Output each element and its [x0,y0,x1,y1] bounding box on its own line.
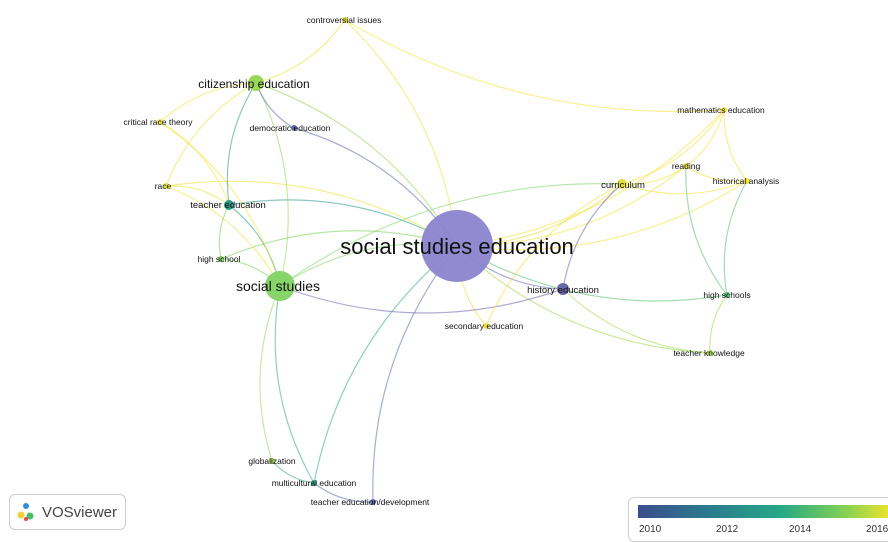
node-te[interactable] [224,200,234,210]
link-edge [255,19,346,84]
link-edge [685,165,748,183]
link-edge [218,204,230,260]
node-label-crt[interactable]: critical race theory [124,117,194,127]
link-edge [723,180,748,296]
link-edge [259,285,281,462]
link-edge [159,82,257,123]
nodes-layer [157,17,750,505]
link-edge [279,285,564,314]
node-ted[interactable] [370,499,376,505]
node-label-glob[interactable]: globalization [248,456,296,466]
link-edge [723,109,748,182]
node-label-mce[interactable]: multicultural education [272,478,357,488]
node-race[interactable] [163,183,169,189]
link-edge [165,82,257,187]
node-label-ted[interactable]: teacher education/development [311,497,430,507]
node-label-te[interactable]: teacher education [190,200,266,211]
node-glob[interactable] [269,458,275,464]
node-de[interactable] [291,125,297,131]
link-edge [313,245,458,484]
link-edge [165,180,458,247]
link-edge [456,245,728,302]
node-ss[interactable] [265,271,295,301]
link-edge [562,183,623,290]
node-label-tk[interactable]: teacher knowledge [673,348,745,358]
node-label-sec[interactable]: secondary education [445,321,524,331]
link-edge [709,294,728,354]
link-edge [165,185,230,206]
vosviewer-logo: VOSviewer [9,494,126,530]
link-edge [255,82,458,247]
node-label-me[interactable]: mathematics education [677,105,765,115]
node-label-sse[interactable]: social studies education [340,234,574,259]
node-ha[interactable] [744,178,750,184]
link-edge [562,288,711,354]
node-label-he[interactable]: history education [527,285,599,296]
link-edge [165,185,281,287]
node-label-hs[interactable]: high school [197,254,240,264]
link-edge [255,82,289,287]
node-label-cur[interactable]: curriculum [601,180,645,191]
legend-gradient [638,505,888,518]
link-edge [313,482,374,503]
link-edge [226,82,257,206]
node-label-ha[interactable]: historical analysis [713,176,780,186]
node-mce[interactable] [311,480,317,486]
link-edge [456,180,748,251]
link-edge [159,121,230,206]
node-he[interactable] [557,283,569,295]
node-sse[interactable] [421,210,493,282]
link-edge [621,165,687,185]
color-legend: 2010 2012 2014 2016 [628,497,888,542]
legend-tick: 2014 [789,524,812,535]
node-cur[interactable] [617,179,627,189]
node-label-hss[interactable]: high schools [703,290,750,300]
link-edge [621,109,725,185]
node-rd[interactable] [683,163,689,169]
legend-tick: 2010 [639,524,662,535]
legend-tick: 2012 [716,524,739,535]
logo-text: VOSviewer [42,503,118,521]
node-label-ss[interactable]: social studies [236,278,320,294]
link-edge [456,245,711,354]
node-tk[interactable] [707,350,713,356]
node-sec[interactable] [483,323,489,329]
link-edge [685,165,728,296]
legend-tick: 2016 [866,524,888,535]
link-edge [456,109,725,247]
link-edge [271,460,315,484]
link-edge [685,109,725,167]
node-label-de[interactable]: democratic education [250,123,331,133]
link-edge [621,180,748,195]
link-edge [274,285,315,484]
node-me[interactable] [721,107,727,113]
node-hs[interactable] [218,256,224,262]
node-crt[interactable] [157,119,163,125]
link-edge [159,121,281,287]
link-edge [344,19,458,247]
node-hss[interactable] [724,292,730,298]
link-edge [485,183,623,327]
vosviewer-icon [17,503,34,521]
node-ci[interactable] [342,17,348,23]
link-edge [279,183,623,287]
labels-layer: social studies education social studies ci… [124,15,780,507]
node-ce[interactable] [248,75,264,91]
node-label-ci[interactable]: controversial issues [307,15,382,25]
node-label-ce[interactable]: citizenship education [198,77,309,91]
node-label-race[interactable]: race [155,181,172,191]
link-edge [344,19,725,113]
node-label-rd[interactable]: reading [672,161,701,171]
